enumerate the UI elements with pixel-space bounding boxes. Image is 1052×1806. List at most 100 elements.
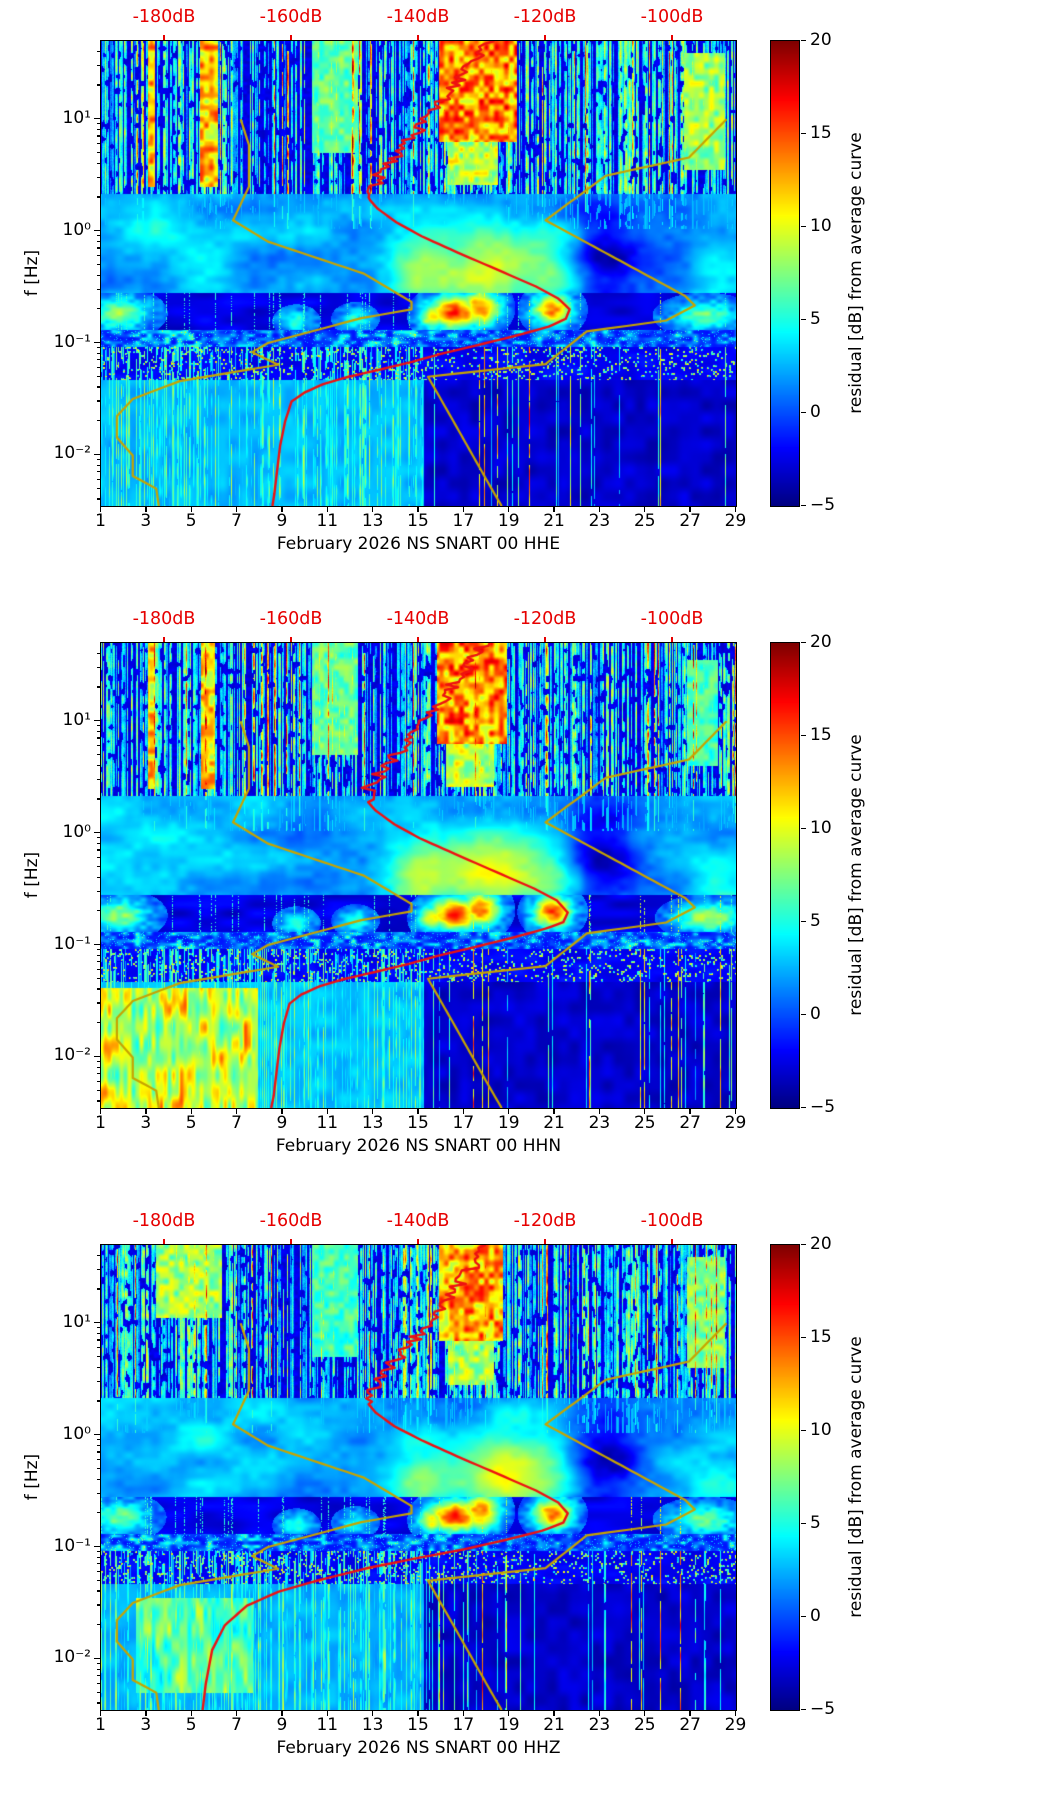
y-minor-tick-mark	[96, 849, 100, 851]
colorbar-tick-label: −5	[810, 495, 836, 515]
x-tick-label: 27	[679, 511, 701, 531]
db-tick-mark	[163, 35, 165, 40]
x-tick-mark	[598, 507, 601, 512]
db-tick-mark	[290, 637, 292, 642]
colorbar-tick-label: 15	[810, 1327, 832, 1347]
y-minor-tick-mark	[96, 1060, 100, 1063]
x-tick-mark	[689, 1711, 691, 1716]
y-tick-mark	[93, 118, 100, 120]
y-minor-tick-mark	[96, 988, 100, 990]
plot-area	[100, 40, 737, 507]
y-minor-tick-mark	[96, 666, 100, 668]
x-tick-label: 13	[361, 1715, 384, 1735]
y-tick-mark	[93, 831, 100, 834]
y-minor-tick-mark	[96, 386, 100, 388]
y-minor-tick-mark	[96, 420, 100, 422]
colorbar	[770, 642, 800, 1109]
x-tick-label: 1	[95, 511, 106, 531]
colorbar-tick-mark	[801, 1013, 806, 1016]
x-tick-mark	[462, 1711, 465, 1716]
y-minor-tick-mark	[96, 359, 100, 361]
colorbar-tick-label: 20	[810, 30, 832, 50]
y-minor-tick-mark	[96, 487, 100, 489]
x-tick-label: 29	[724, 1715, 747, 1735]
db-tick-mark	[417, 637, 419, 642]
x-tick-label: 23	[588, 1715, 611, 1735]
colorbar-tick-label: 0	[810, 402, 821, 422]
y-minor-tick-mark	[96, 135, 100, 137]
x-tick-mark	[326, 1109, 328, 1114]
colorbar-gradient-canvas	[771, 643, 799, 1108]
colorbar-tick-mark	[801, 318, 806, 321]
x-tick-mark	[598, 1711, 601, 1716]
colorbar-tick-label: 5	[810, 911, 821, 931]
y-minor-tick-mark	[96, 1691, 100, 1693]
x-tick-mark	[644, 1711, 646, 1716]
y-minor-tick-mark	[96, 471, 100, 473]
x-tick-mark	[644, 1109, 646, 1114]
x-tick-label: 27	[679, 1715, 701, 1735]
db-tick-label: -180dB	[132, 1211, 196, 1231]
y-tick-label: 10¹	[62, 1311, 91, 1332]
y-minor-tick-mark	[96, 1288, 100, 1290]
y-minor-tick-mark	[96, 1624, 100, 1626]
y-minor-tick-mark	[96, 737, 100, 739]
y-minor-tick-mark	[96, 240, 100, 243]
x-tick-mark	[235, 507, 238, 512]
db-tick-label: -120dB	[513, 1211, 577, 1231]
x-tick-label: 1	[95, 1715, 106, 1735]
y-minor-tick-mark	[96, 910, 100, 912]
y-minor-tick-mark	[96, 1590, 100, 1592]
x-tick-mark	[281, 507, 283, 512]
db-tick-mark	[290, 1239, 292, 1244]
db-tick-mark	[417, 35, 419, 40]
colorbar-label: residual [dB] from average curve	[846, 132, 866, 414]
y-minor-tick-mark	[96, 686, 100, 688]
colorbar-gradient-canvas	[771, 1245, 799, 1710]
colorbar-tick-mark	[801, 734, 806, 737]
x-tick-label: 15	[407, 1113, 429, 1133]
x-tick-label: 17	[452, 1715, 475, 1735]
y-minor-tick-mark	[96, 1556, 100, 1558]
y-tick-mark	[93, 720, 100, 722]
y-minor-tick-mark	[96, 151, 100, 153]
y-minor-tick-mark	[96, 1492, 100, 1494]
y-tick-label: 10⁻²	[53, 443, 91, 464]
db-tick-label: -180dB	[132, 7, 196, 27]
x-axis-title: February 2026 NS SNART 00 HHE	[276, 534, 561, 554]
colorbar	[770, 40, 800, 507]
db-tick-label: -180dB	[132, 609, 196, 629]
x-axis-title: February 2026 NS SNART 00 HHZ	[276, 1738, 561, 1758]
y-tick-mark	[93, 1545, 100, 1548]
x-tick-mark	[371, 1109, 374, 1114]
y-minor-tick-mark	[96, 968, 100, 970]
y-tick-mark	[93, 1055, 100, 1058]
y-minor-tick-mark	[96, 1022, 100, 1024]
colorbar-gradient-canvas	[771, 41, 799, 506]
x-tick-mark	[689, 507, 691, 512]
x-tick-label: 21	[543, 511, 565, 531]
x-tick-label: 9	[276, 511, 288, 531]
y-minor-tick-mark	[96, 865, 100, 867]
x-tick-mark	[553, 1711, 555, 1716]
x-tick-mark	[235, 1109, 238, 1114]
y-minor-tick-mark	[96, 961, 100, 963]
db-tick-label: -140dB	[386, 1211, 450, 1231]
x-tick-mark	[734, 507, 737, 512]
y-minor-tick-mark	[96, 196, 100, 198]
y-minor-tick-mark	[96, 123, 100, 125]
x-tick-label: 11	[316, 1113, 339, 1133]
x-tick-label: 5	[185, 1113, 197, 1133]
y-minor-tick-mark	[96, 162, 100, 164]
y-minor-tick-mark	[96, 1002, 100, 1004]
y-minor-tick-mark	[96, 764, 100, 766]
y-minor-tick-mark	[96, 1073, 100, 1075]
colorbar-tick-label: 10	[810, 818, 832, 838]
colorbar-tick-label: 10	[810, 216, 832, 236]
x-tick-mark	[508, 1109, 510, 1114]
y-minor-tick-mark	[96, 274, 100, 276]
y-minor-tick-mark	[96, 1100, 100, 1102]
x-tick-label: 15	[407, 511, 429, 531]
x-tick-label: 9	[276, 1715, 288, 1735]
colorbar-tick-mark	[801, 1243, 806, 1246]
